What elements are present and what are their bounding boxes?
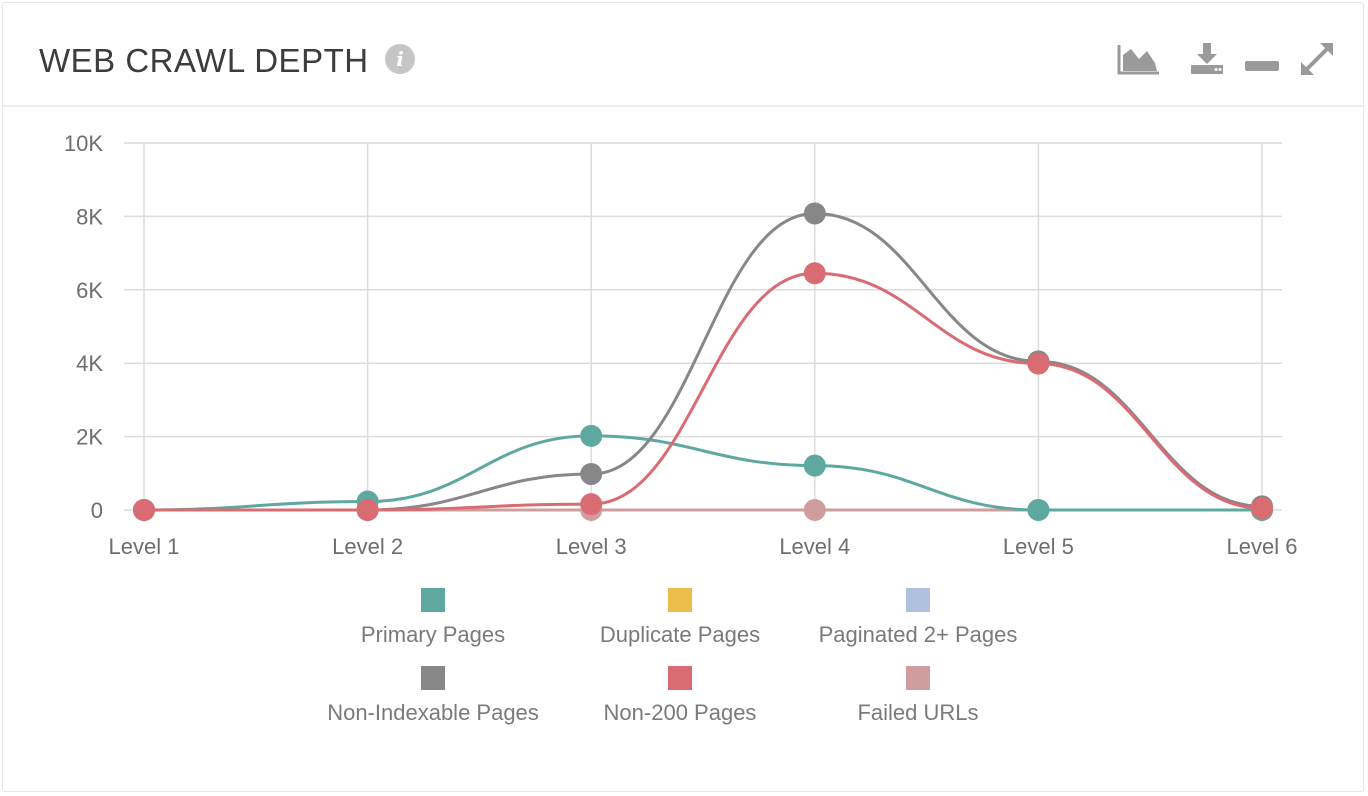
- legend-item[interactable]: Non-Indexable Pages: [303, 666, 563, 726]
- legend-label: Primary Pages: [360, 622, 506, 647]
- series-line-non-200-pages: [144, 271, 1263, 512]
- data-point-non-200-pages: [133, 499, 155, 521]
- series-line-primary-pages: [143, 434, 1262, 512]
- legend-swatch: [421, 666, 445, 690]
- x-tick-label: Level 1: [109, 534, 180, 559]
- data-point-non-indexable-pages: [803, 202, 826, 225]
- data-point-primary-pages: [580, 424, 603, 447]
- data-point-non-200-pages: [1027, 352, 1050, 375]
- data-point-primary-pages: [1027, 499, 1050, 521]
- expand-icon[interactable]: [1299, 41, 1335, 77]
- legend-label: Non-Indexable Pages: [327, 700, 539, 725]
- x-tick-label: Level 2: [332, 534, 403, 559]
- x-tick-label: Level 3: [556, 534, 627, 559]
- legend-label: Duplicate Pages: [599, 622, 761, 647]
- area-chart-icon[interactable]: [1117, 41, 1161, 77]
- legend-swatch: [421, 588, 445, 612]
- data-point-non-indexable-pages: [580, 463, 603, 486]
- legend-swatch: [906, 666, 930, 690]
- legend-swatch: [668, 588, 692, 612]
- y-tick-label: 10K: [64, 131, 103, 156]
- download-icon[interactable]: [1189, 41, 1225, 77]
- legend-swatch: [668, 666, 692, 690]
- legend-label: Failed URLs: [857, 700, 979, 725]
- data-point-non-200-pages: [356, 499, 379, 521]
- panel-header: WEB CRAWL DEPTH i: [3, 3, 1363, 107]
- data-point-primary-pages: [803, 454, 826, 477]
- legend-item[interactable]: Duplicate Pages: [550, 588, 810, 648]
- panel-title: WEB CRAWL DEPTH: [39, 42, 369, 79]
- y-tick-label: 6K: [76, 278, 103, 303]
- y-tick-label: 8K: [76, 204, 103, 229]
- minimize-icon[interactable]: [1243, 41, 1281, 77]
- data-point-failed-urls: [803, 499, 826, 521]
- data-point-non-200-pages: [803, 262, 826, 285]
- data-point-non-200-pages: [580, 493, 603, 516]
- legend-item[interactable]: Failed URLs: [788, 666, 1048, 726]
- data-point-non-200-pages: [1251, 497, 1273, 520]
- y-tick-label: 4K: [76, 351, 103, 376]
- legend-item[interactable]: Non-200 Pages: [550, 666, 810, 726]
- legend-item[interactable]: Paginated 2+ Pages: [788, 588, 1048, 648]
- y-tick-label: 2K: [76, 425, 103, 450]
- legend-item[interactable]: Primary Pages: [303, 588, 563, 648]
- line-chart: 0 2K 4K 6K 8K 10K Level 1 Level 2 Level 3 Level 4…: [64, 131, 1298, 559]
- info-icon[interactable]: i: [385, 44, 415, 74]
- series-line-non-indexable-pages: [144, 211, 1263, 512]
- x-tick-label: Level 5: [1003, 534, 1074, 559]
- legend-swatch: [906, 588, 930, 612]
- legend-label: Non-200 Pages: [603, 700, 757, 725]
- y-tick-label: 0: [91, 498, 103, 523]
- x-tick-label: Level 4: [779, 534, 850, 559]
- x-tick-label: Level 6: [1227, 534, 1298, 559]
- legend-label: Paginated 2+ Pages: [818, 622, 1018, 647]
